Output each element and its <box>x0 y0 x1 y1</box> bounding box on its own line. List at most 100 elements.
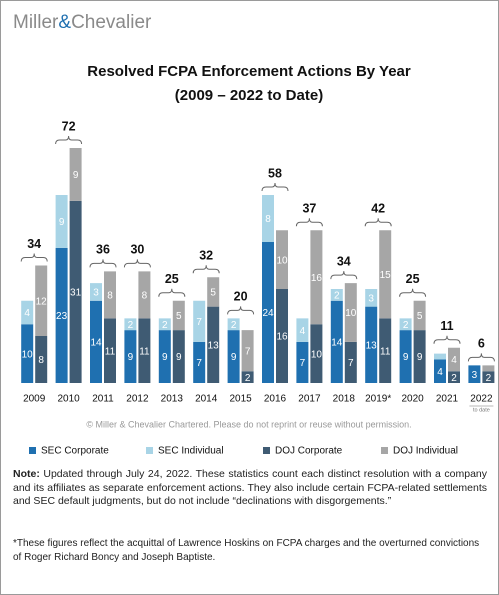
bar-segment <box>344 283 357 342</box>
brand-part: Chevalier <box>71 12 152 33</box>
bar-segment <box>21 300 34 325</box>
data-label: 3 <box>368 293 374 304</box>
data-label: 7 <box>348 358 354 369</box>
total-label: 6 <box>478 337 485 351</box>
legend-swatch <box>29 447 36 454</box>
bar-segment <box>90 283 102 301</box>
data-label: 12 <box>36 296 48 307</box>
bar-segment <box>296 318 309 342</box>
brand: Miller&Chevalier <box>13 12 152 33</box>
bar-segment <box>138 271 151 319</box>
total-label: 42 <box>371 202 385 216</box>
brace <box>227 306 255 315</box>
data-label: 10 <box>311 349 323 360</box>
bar-segment <box>55 247 68 383</box>
data-label: 11 <box>105 346 116 357</box>
data-label: 4 <box>300 326 306 337</box>
brace <box>158 288 186 297</box>
brace <box>295 218 323 227</box>
legend-swatch <box>263 447 270 454</box>
data-label: 9 <box>417 352 423 363</box>
x-tick-label: 2022 <box>470 394 493 405</box>
legend-label: DOJ Corporate <box>275 446 343 457</box>
brand-part: & <box>58 12 71 33</box>
data-label: 2 <box>231 320 237 331</box>
brace <box>192 265 220 274</box>
bar-segment <box>434 359 446 383</box>
x-tick-label: 2010 <box>57 394 80 405</box>
data-label: 9 <box>128 352 134 363</box>
x-tick-label: 2012 <box>126 394 149 405</box>
bar-segment <box>330 289 343 301</box>
footnote: *These figures reflect the acquittal of … <box>13 538 480 563</box>
x-tick-label: 2020 <box>401 394 424 405</box>
bar-segment <box>482 365 495 372</box>
x-tick-label: 2021 <box>436 394 459 405</box>
data-label: 3 <box>472 370 478 381</box>
bar-segment <box>448 371 460 383</box>
total-label: 72 <box>62 119 76 133</box>
bar-segment <box>158 318 171 331</box>
x-tick-label: 2016 <box>264 394 287 405</box>
data-label: 2 <box>128 320 134 331</box>
data-label: 14 <box>331 338 343 349</box>
data-label: 4 <box>24 308 30 319</box>
bar-segment <box>330 300 343 383</box>
x-annotation: to date <box>473 407 490 413</box>
x-tick-label: 2019* <box>365 394 391 405</box>
data-label: 3 <box>93 288 99 299</box>
bar-segment <box>365 306 378 383</box>
x-tick-label: 2013 <box>161 394 184 405</box>
legend-label: SEC Corporate <box>41 446 109 457</box>
chart-title: (2009 – 2022 to Date) <box>175 87 323 104</box>
x-tick-label: 2014 <box>195 394 218 405</box>
data-label: 5 <box>176 311 182 322</box>
legend-label: SEC Individual <box>158 446 224 457</box>
data-label: 2 <box>162 320 168 331</box>
bar-segment <box>262 195 274 242</box>
x-tick-label: 2018 <box>333 394 356 405</box>
total-label: 34 <box>337 254 351 268</box>
total-label: 58 <box>268 166 282 180</box>
copyright: © Miller & Chevalier Chartered. Please d… <box>86 419 411 429</box>
bar-segment <box>310 324 323 383</box>
data-label: 4 <box>451 355 457 366</box>
bar-segment <box>207 277 220 307</box>
chart: Miller&Chevalier Resolved FCPA Enforceme… <box>13 12 495 457</box>
brace <box>433 335 461 344</box>
brace <box>89 259 117 268</box>
data-label: 2 <box>245 373 251 384</box>
data-label: 5 <box>417 311 423 322</box>
total-label: 34 <box>27 237 41 251</box>
bar-segment <box>399 330 412 383</box>
total-label: 30 <box>130 243 144 257</box>
bar-segment <box>379 318 392 383</box>
bar-segment <box>193 300 206 342</box>
data-label: 10 <box>22 349 34 360</box>
x-tick-label: 2011 <box>92 394 114 405</box>
total-label: 37 <box>302 202 316 216</box>
bar-segment <box>69 200 82 383</box>
data-label: 10 <box>345 308 357 319</box>
bar-segment <box>104 271 116 319</box>
brand-part: Miller <box>13 12 59 33</box>
brace <box>123 259 151 268</box>
data-label: 8 <box>107 291 113 302</box>
bar-segment <box>104 318 116 383</box>
data-label: 8 <box>265 214 271 225</box>
x-tick-label: 2017 <box>298 394 321 405</box>
data-label: 2 <box>403 320 409 331</box>
bar-segment <box>35 265 48 336</box>
data-label: 11 <box>139 346 150 357</box>
bar-segment <box>124 318 137 331</box>
data-label: 10 <box>276 255 288 266</box>
bar-segment <box>241 330 254 372</box>
total-label: 36 <box>96 243 110 257</box>
total-label: 25 <box>406 272 420 286</box>
data-label: 9 <box>59 217 65 228</box>
brace <box>330 271 358 280</box>
bar-segment <box>138 318 151 383</box>
bar-segment <box>172 300 185 331</box>
total-label: 20 <box>234 290 248 304</box>
bar-segment <box>207 306 220 383</box>
